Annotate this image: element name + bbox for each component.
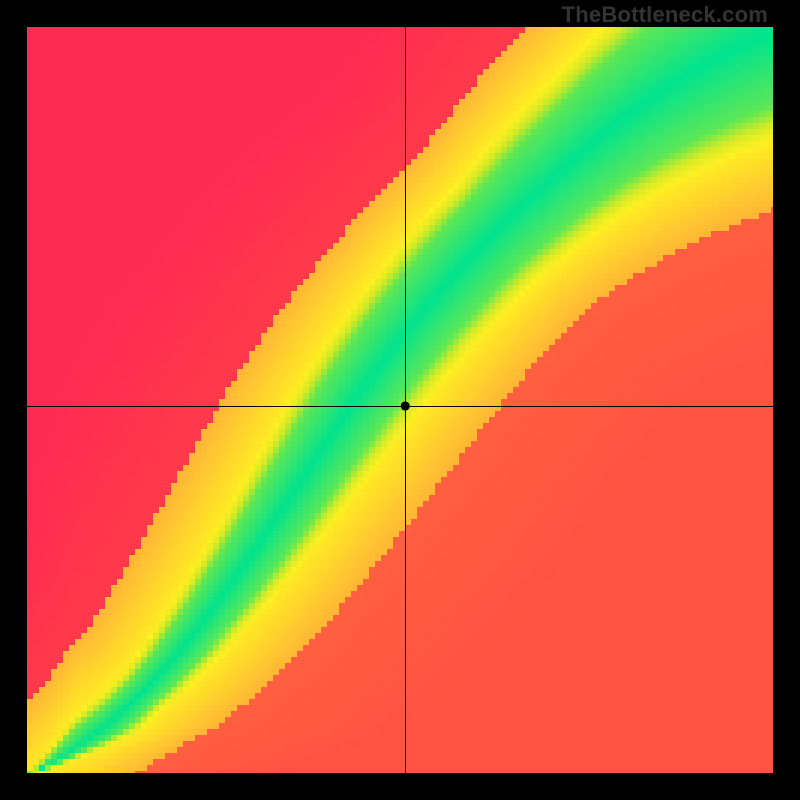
heatmap-canvas: [0, 0, 800, 800]
bottleneck-chart-container: TheBottleneck.com: [0, 0, 800, 800]
watermark-text: TheBottleneck.com: [562, 2, 768, 28]
